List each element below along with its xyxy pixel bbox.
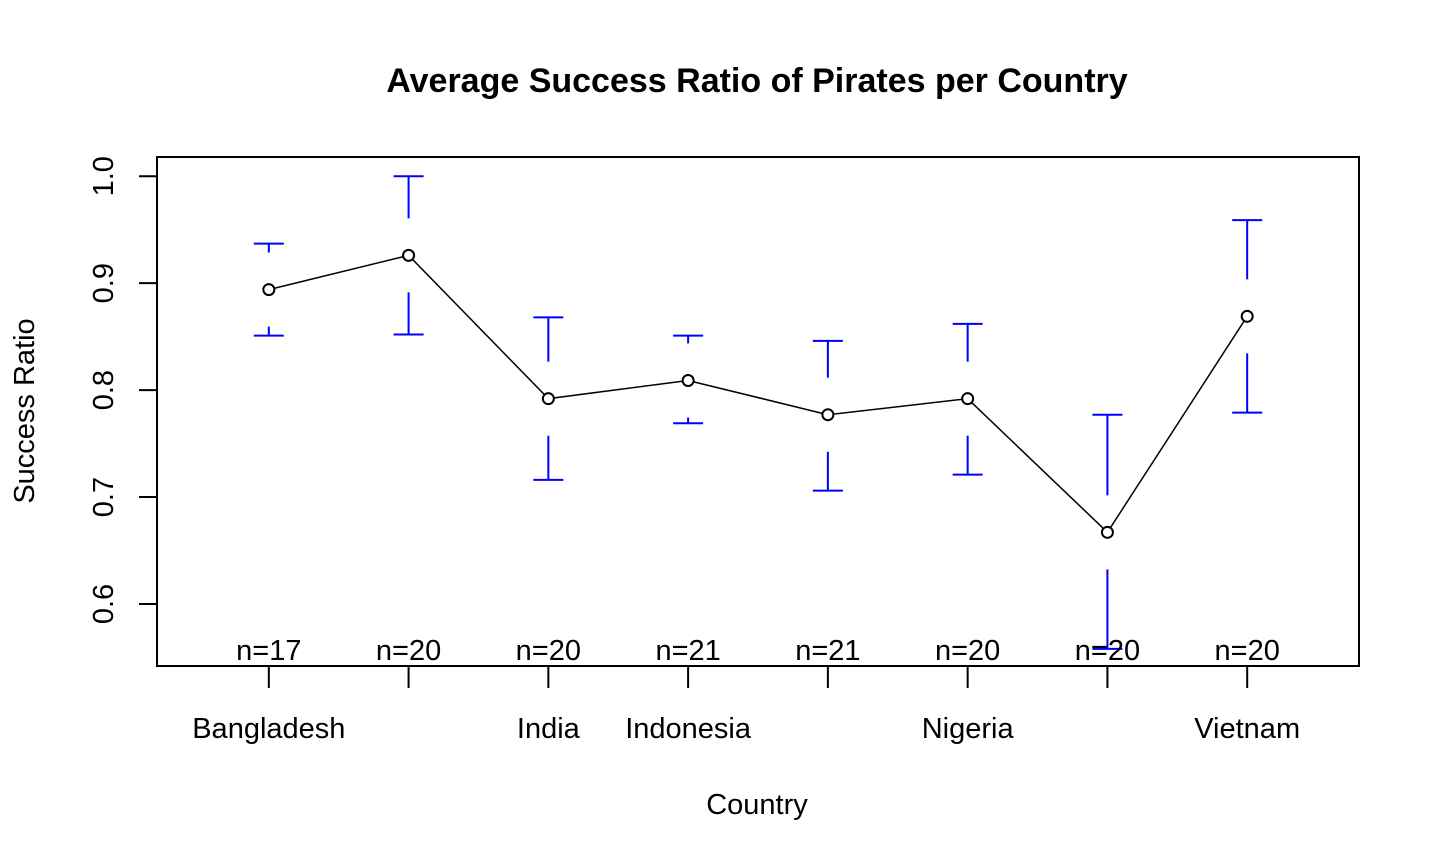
n-label: n=17	[236, 635, 301, 667]
data-point	[1240, 309, 1254, 323]
error-bar	[1092, 413, 1123, 650]
points	[262, 248, 1254, 539]
x-tick-label: Indonesia	[625, 713, 752, 745]
error-bar	[393, 175, 424, 336]
x-tick-label: Nigeria	[922, 713, 1015, 745]
error-bar	[533, 316, 564, 481]
n-label: n=21	[795, 635, 860, 667]
series-line	[268, 254, 1248, 534]
x-tick-label: Bangladesh	[192, 713, 345, 745]
x-axis-title: Country	[706, 789, 808, 821]
data-point	[1100, 525, 1114, 539]
error-bar	[812, 339, 843, 492]
n-label: n=20	[516, 635, 581, 667]
data-point	[961, 392, 975, 406]
x-tick-label: Vietnam	[1194, 713, 1300, 745]
y-tick-label: 0.6	[88, 584, 120, 624]
n-label: n=20	[1075, 635, 1140, 667]
y-axis-title: Success Ratio	[9, 318, 41, 503]
mean-line	[268, 254, 1248, 534]
n-label: n=21	[655, 635, 720, 667]
data-point	[821, 408, 835, 422]
error-bar	[673, 334, 704, 425]
error-bar	[952, 322, 983, 476]
data-point	[541, 392, 555, 406]
n-label: n=20	[935, 635, 1000, 667]
x-axis: Bangladesh India Indonesia Nigeria Vietnam	[192, 665, 1300, 745]
n-labels: n=17 n=20 n=20 n=21 n=21 n=20 n=20 n=20	[236, 635, 1280, 667]
x-tick-label: India	[517, 713, 581, 745]
y-tick-label: 1.0	[88, 156, 120, 196]
n-label: n=20	[376, 635, 441, 667]
data-point	[262, 283, 276, 297]
error-bar	[253, 242, 284, 337]
error-bar	[1232, 219, 1263, 414]
error-bars	[253, 175, 1263, 650]
chart-title: Average Success Ratio of Pirates per Cou…	[386, 62, 1127, 100]
y-axis: 0.6 0.7 0.8 0.9 1.0	[88, 156, 158, 624]
plot-frame	[156, 156, 1360, 667]
n-label: n=20	[1215, 635, 1280, 667]
data-point	[681, 373, 695, 387]
data-point	[402, 248, 416, 262]
y-tick-label: 0.8	[88, 370, 120, 410]
y-tick-label: 0.7	[88, 477, 120, 517]
y-tick-label: 0.9	[88, 263, 120, 303]
